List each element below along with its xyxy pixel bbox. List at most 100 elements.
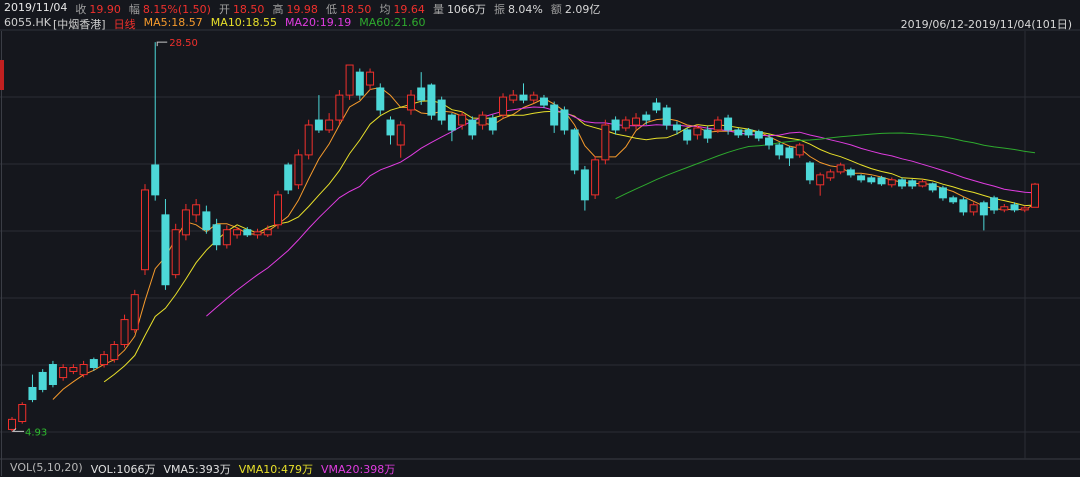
candle-body	[570, 129, 579, 171]
min-pointer	[11, 428, 24, 432]
candle-body	[867, 177, 876, 183]
candle-body	[519, 94, 528, 101]
candle-body	[683, 129, 692, 141]
candle-body	[1010, 204, 1019, 211]
candle-body	[18, 403, 27, 423]
quote-label: 振	[493, 3, 505, 16]
volume-label: VOL:1066万	[90, 463, 156, 476]
candle-body	[48, 364, 57, 386]
candle-body	[1020, 207, 1029, 211]
candle-body	[836, 164, 845, 173]
candle-body	[621, 119, 630, 129]
candle-body	[202, 211, 211, 231]
volume-label: VMA5:393万	[163, 463, 231, 476]
period: 日线	[113, 18, 136, 31]
candle-body	[488, 117, 497, 131]
candle-body	[857, 175, 866, 181]
ma-label: MA5:18.57	[143, 16, 203, 29]
candle-body	[263, 229, 272, 236]
candle-body	[672, 124, 681, 131]
candle-body	[110, 344, 119, 361]
candle-body	[1031, 183, 1039, 208]
quote-header: 2019/11/04 收 19.90 幅 8.15%(1.50) 开 18.50 高 19.9…	[4, 1, 600, 17]
candle-body	[314, 119, 323, 131]
symbol: 6055.HK	[4, 16, 51, 29]
candle-body	[192, 204, 201, 216]
volume-label: VMA10:479万	[238, 463, 314, 476]
candle-body	[754, 131, 763, 139]
quote-item: 幅 8.15%(1.50)	[129, 1, 211, 17]
quote-value: 1066万	[446, 3, 486, 16]
candle-body	[928, 183, 937, 191]
candle-body	[979, 202, 988, 216]
volume-label: VMA20:398万	[321, 463, 396, 476]
volume-legend: VOL(5,10,20) VOL:1066万 VMA5:393万 VMA10:479万…	[10, 461, 395, 477]
candle-body	[898, 179, 907, 187]
quote-item: 开 18.50	[219, 1, 265, 17]
quote-item: 振 8.04%	[494, 1, 543, 17]
candle-body	[396, 124, 405, 146]
date: 2019/11/04	[4, 1, 68, 14]
candle-body	[478, 114, 487, 126]
candle-body	[304, 124, 313, 156]
candle-body	[355, 71, 364, 96]
candle-body	[406, 94, 415, 111]
candle-body	[509, 94, 518, 101]
candle-body	[795, 144, 804, 156]
candle-body	[846, 169, 855, 176]
candle-body	[642, 114, 651, 121]
candle-body	[181, 209, 190, 236]
candle-body	[284, 164, 293, 191]
candle-body	[877, 177, 886, 185]
quote-label: 高	[272, 3, 284, 16]
candle-body	[529, 94, 538, 101]
candle-body	[28, 386, 37, 401]
candle-body	[652, 102, 661, 111]
quote-value: 18.50	[339, 3, 372, 16]
candle-body	[38, 371, 47, 390]
candle-body	[8, 418, 16, 430]
candle-body	[253, 231, 262, 236]
quote-label: 开	[218, 3, 230, 16]
quote-value: 19.90	[89, 3, 121, 16]
stock-name: [中烟香港]	[52, 18, 106, 31]
quote-item: 额 2.09亿	[551, 1, 601, 17]
candle-body	[458, 114, 467, 126]
candle-body	[601, 124, 610, 161]
candle-body	[233, 229, 242, 236]
candle-body	[386, 119, 395, 136]
candle-body	[662, 107, 671, 126]
candle-body	[130, 294, 139, 331]
quote-item: 低 18.50	[326, 1, 372, 17]
candle-body	[437, 99, 446, 121]
candle-body	[724, 117, 733, 131]
candle-body	[785, 147, 794, 159]
candle-body	[417, 87, 426, 101]
candle-body	[816, 174, 825, 186]
quote-label: 均	[379, 3, 391, 16]
candle-body	[335, 94, 344, 121]
candle-body	[468, 119, 477, 136]
quote-value: 2.09亿	[564, 3, 601, 16]
candle-body	[499, 96, 508, 116]
candle-body	[325, 119, 334, 131]
candle-body	[611, 119, 620, 131]
candle-body	[1000, 206, 1009, 211]
quote-value: 18.50	[232, 3, 265, 16]
candle-body	[918, 181, 927, 187]
candle-body	[734, 129, 743, 136]
quote-item: 高 19.98	[272, 1, 318, 17]
candle-body	[161, 214, 170, 286]
candle-body	[632, 117, 641, 126]
candle-body	[69, 366, 78, 372]
axis-marker	[0, 60, 4, 90]
min-label: 4.93	[25, 427, 47, 438]
candle-body	[949, 197, 958, 203]
ma-line	[206, 106, 1036, 317]
volume-label: VOL(5,10,20)	[10, 461, 83, 474]
date-range: 2019/06/12-2019/11/04(101日)	[900, 18, 1072, 31]
ma-line	[103, 100, 1036, 383]
quote-value: 19.98	[286, 3, 318, 16]
